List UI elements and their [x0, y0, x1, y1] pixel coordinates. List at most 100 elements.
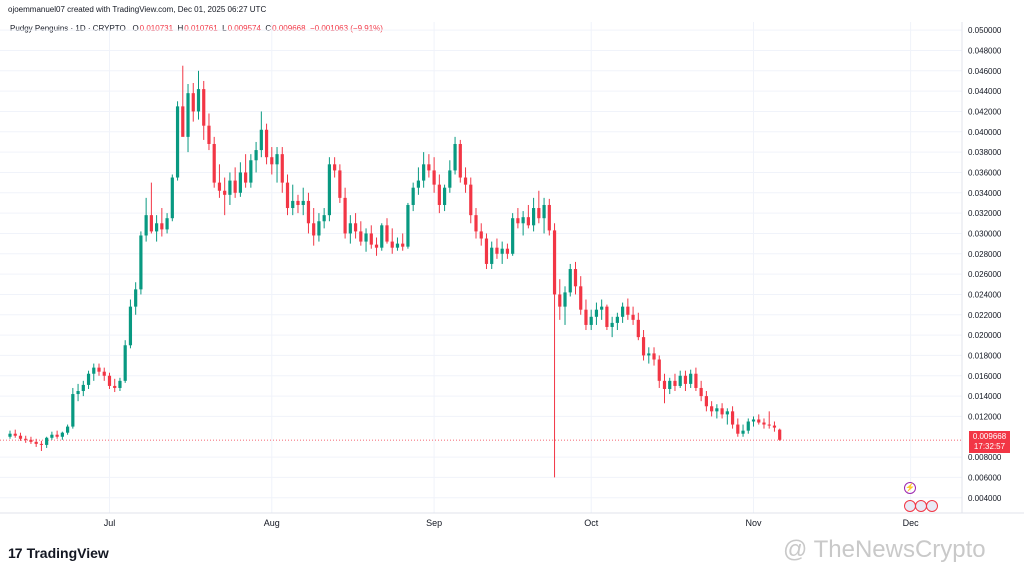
price-tick-label: 0.042000 [968, 107, 1002, 116]
candle-body [500, 248, 504, 254]
candle-body [280, 154, 284, 183]
price-tick-label: 0.014000 [968, 392, 1002, 401]
candle [139, 231, 143, 295]
time-tick-label: Dec [903, 518, 920, 528]
candle [8, 430, 12, 439]
candle [259, 111, 263, 158]
candle-body [521, 217, 525, 224]
time-tick-label: Aug [264, 518, 280, 528]
candle-body [207, 125, 211, 144]
candle [563, 286, 567, 325]
candle-body [563, 292, 567, 307]
candle-body [134, 289, 138, 307]
candle [280, 147, 284, 193]
candle-body [573, 269, 578, 287]
candle [437, 174, 441, 214]
price-tick-label: 0.040000 [968, 128, 1002, 137]
candle [196, 70, 201, 120]
price-axis[interactable]: 0.050000 0.048000 0.046000 0.044000 0.042000… [968, 26, 1002, 503]
time-axis[interactable]: Jul Aug Sep Oct Nov Dec [104, 518, 919, 528]
candle [662, 373, 667, 404]
candle-body [364, 233, 368, 242]
close-label: C [265, 24, 272, 33]
candle [285, 174, 290, 216]
candle [359, 221, 363, 246]
candle-body [689, 373, 693, 384]
candle-body [479, 231, 483, 239]
candle-body [369, 233, 373, 245]
candle [652, 347, 656, 366]
high-value: 0.010761 [184, 24, 218, 33]
candle-body [610, 322, 614, 327]
open-label: O [132, 24, 139, 33]
candle [186, 84, 190, 153]
candle [128, 299, 133, 349]
time-tick-label: Jul [104, 518, 116, 528]
candle-body [18, 435, 23, 439]
candle [134, 282, 138, 315]
candle [683, 370, 688, 392]
candle [353, 213, 358, 239]
us-flag-event-icon[interactable] [926, 500, 938, 512]
candle-body [448, 170, 452, 188]
candle-body [600, 306, 604, 310]
candle-body [327, 164, 331, 216]
candle-body [746, 421, 750, 431]
candle [395, 237, 400, 251]
candle [715, 404, 719, 419]
candle-body [249, 160, 253, 183]
price-tick-label: 0.016000 [968, 372, 1002, 381]
candle [725, 408, 729, 425]
candle-body [416, 180, 421, 188]
candle [275, 147, 279, 183]
candle [600, 299, 604, 320]
last-price-tag: 0.009668 17:32:57 [969, 431, 1010, 453]
candle-body [453, 143, 457, 171]
candle [736, 418, 740, 437]
candle [165, 213, 169, 234]
candle [249, 154, 253, 188]
candle [422, 152, 426, 188]
lightning-event-icon[interactable]: ⚡ [904, 482, 916, 494]
candle-body [741, 430, 745, 434]
candle [657, 355, 661, 388]
candle-body [71, 394, 75, 427]
candle [594, 302, 599, 325]
candle-body [427, 164, 431, 171]
price-tick-label: 0.028000 [968, 250, 1002, 259]
price-tick-label: 0.012000 [968, 412, 1002, 421]
candle-body [45, 437, 49, 445]
candle-body [720, 408, 724, 415]
candle [390, 228, 394, 254]
candle-body [668, 380, 672, 389]
candle-body [259, 129, 263, 151]
candle [50, 431, 54, 440]
candle-body [317, 221, 321, 236]
price-tick-label: 0.022000 [968, 311, 1002, 320]
tradingview-logo[interactable]: 17 TradingView [8, 545, 109, 561]
candle [704, 391, 708, 412]
candle [699, 380, 703, 402]
candle-body [118, 380, 122, 388]
price-tick-label: 0.034000 [968, 189, 1002, 198]
candle-body [641, 337, 646, 356]
candle-body [552, 230, 557, 295]
candle-body [662, 380, 667, 389]
candle-body [343, 197, 347, 234]
candle-body [621, 306, 625, 317]
candle [458, 139, 462, 183]
candle [746, 418, 750, 434]
candle-body [65, 426, 70, 433]
time-tick-label: Nov [746, 518, 763, 528]
candle-body [736, 424, 740, 434]
candle [730, 406, 735, 429]
candle [463, 167, 468, 193]
candle [610, 316, 614, 338]
candle-body [139, 235, 143, 290]
candle-body [579, 286, 583, 310]
candle-body [107, 375, 112, 386]
candle-body [291, 200, 295, 209]
candle-body [757, 419, 761, 423]
candle [558, 279, 562, 320]
